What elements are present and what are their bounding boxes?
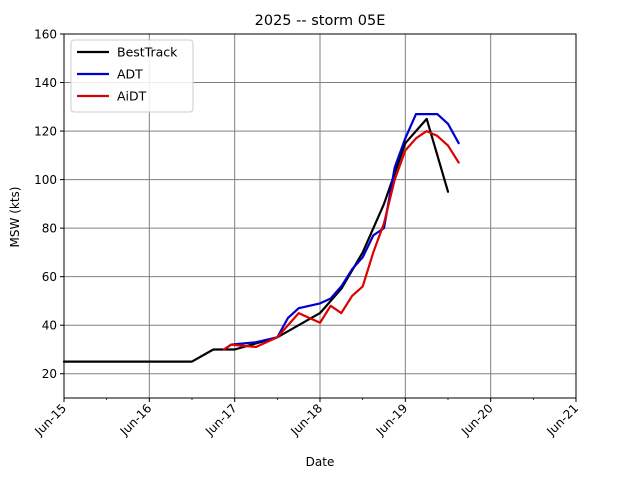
- y-tick-label: 160: [34, 28, 57, 42]
- chart-title: 2025 -- storm 05E: [255, 13, 386, 29]
- legend: BestTrack ADT AiDT: [70, 39, 194, 113]
- y-tick-label: 80: [42, 222, 57, 236]
- x-tick-label: Jun-21: [543, 401, 581, 439]
- x-tick-label: Jun-15: [31, 401, 69, 439]
- series-line-aidt: [222, 130, 460, 351]
- y-axis-label: MSW (kts): [8, 187, 22, 248]
- x-tick-label: Jun-20: [458, 401, 496, 439]
- x-axis-label: Date: [306, 455, 335, 469]
- legend-label: BestTrack: [117, 45, 178, 60]
- y-tick-label: 20: [42, 367, 57, 381]
- y-tick-label: 60: [42, 270, 57, 284]
- series-line-besttrack: [62, 117, 450, 363]
- series-lines: [62, 112, 460, 363]
- x-tick-label: Jun-18: [287, 401, 325, 439]
- y-tick-label: 140: [34, 76, 57, 90]
- x-tick-label: Jun-17: [202, 401, 240, 439]
- legend-label: AiDT: [117, 89, 147, 104]
- legend-box: [70, 39, 194, 113]
- y-tick-label: 100: [34, 173, 57, 187]
- y-tick-label: 120: [34, 125, 57, 139]
- x-tick-label: Jun-16: [117, 401, 155, 439]
- grid: [63, 33, 577, 398]
- legend-label: ADT: [117, 67, 143, 82]
- x-tick-label: Jun-19: [373, 401, 411, 439]
- y-tick-label: 40: [42, 319, 57, 333]
